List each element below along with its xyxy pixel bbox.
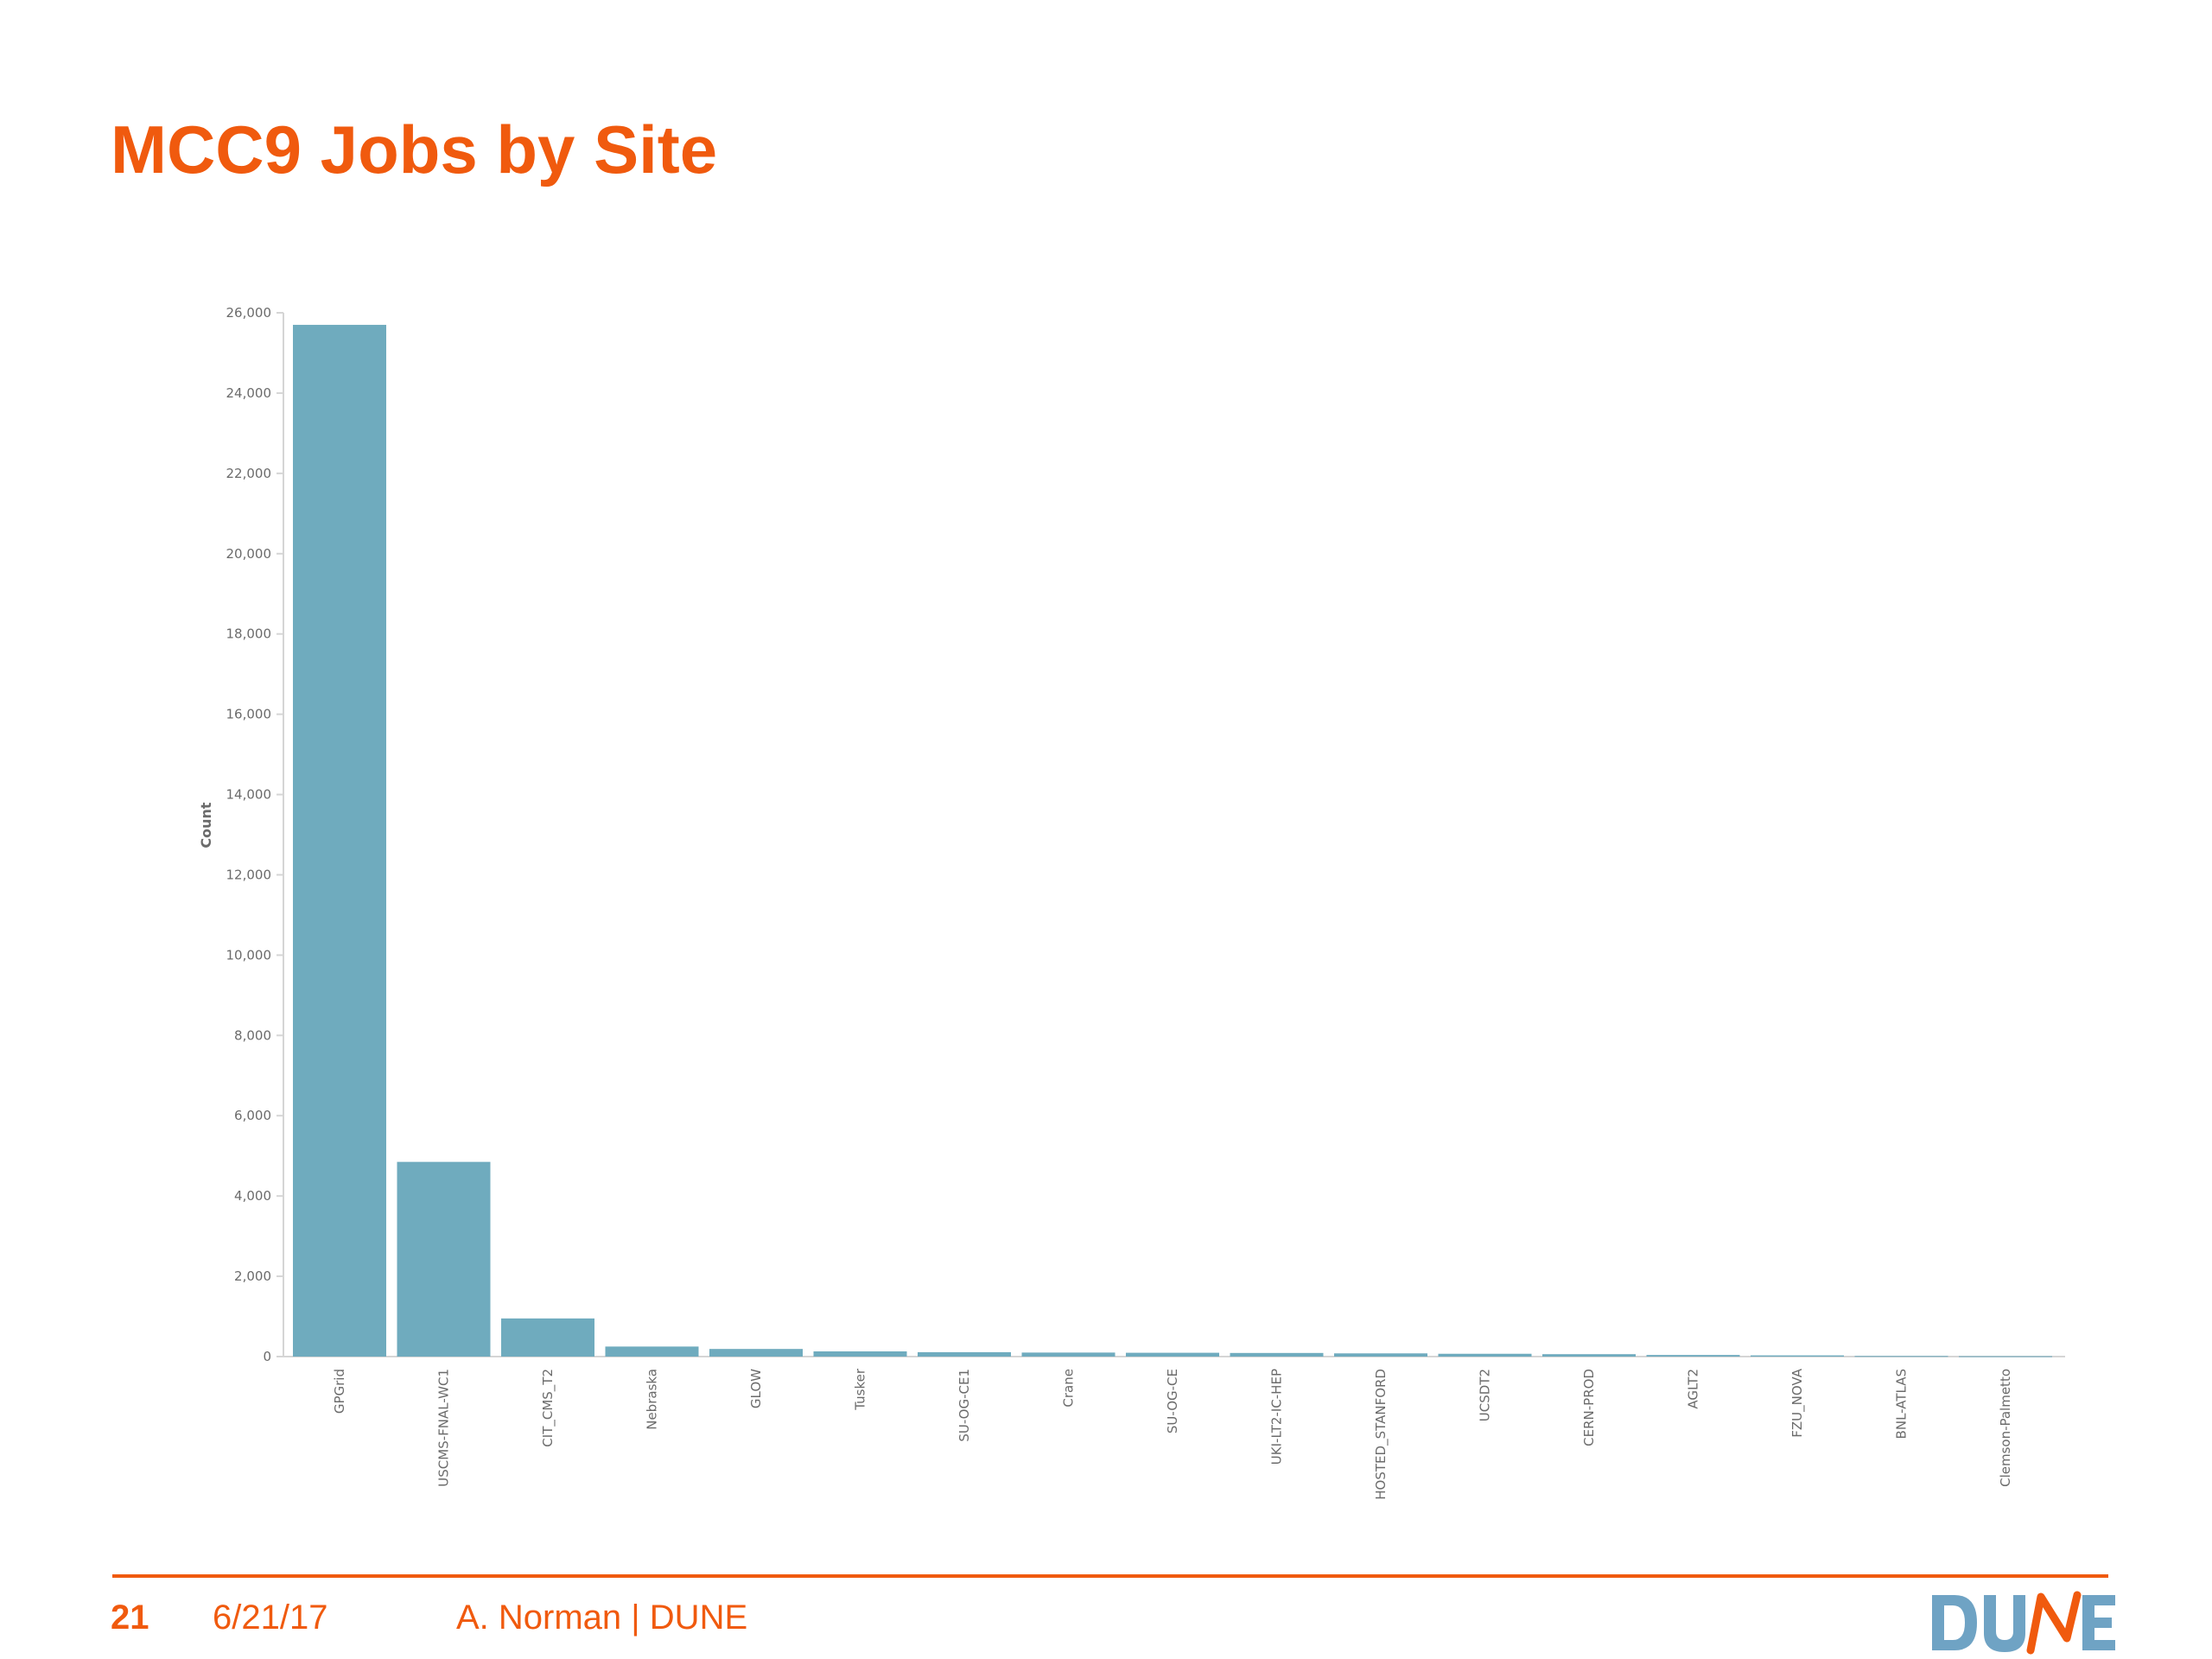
bar-tusker [813, 1351, 907, 1357]
x-tick-label: Clemson-Palmetto [1998, 1369, 2013, 1487]
bars [293, 324, 2052, 1357]
x-tick-label: GPGrid [332, 1369, 347, 1414]
bar-fzu-nova [1751, 1355, 1844, 1357]
y-tick-label: 20,000 [226, 546, 272, 562]
bar-hosted-stanford [1334, 1353, 1427, 1357]
bar-bnl-atlas [1854, 1356, 1948, 1357]
x-tick-label: Tusker [853, 1368, 868, 1411]
bar-uki-lt2-ic-hep [1230, 1352, 1324, 1357]
y-tick-label: 12,000 [226, 867, 272, 882]
bar-chart: 0 2,000 4,000 6,000 8,000 10,000 12,000 14,000 1… [198, 305, 2065, 1500]
y-tick-label: 14,000 [226, 787, 272, 803]
x-tick-label: BNL-ATLAS [1894, 1369, 1910, 1439]
bar-su-og-ce [1126, 1352, 1219, 1357]
y-axis-label: Count [198, 802, 214, 849]
bar-su-og-ce1 [918, 1351, 1011, 1357]
x-tick-label: SU-OG-CE1 [957, 1369, 972, 1442]
bar-cern-prod [1542, 1354, 1636, 1357]
y-tick-label: 6,000 [234, 1108, 271, 1123]
bar-gpgrid [293, 324, 386, 1357]
y-tick-label: 2,000 [234, 1268, 271, 1284]
x-tick-label: GLOW [748, 1369, 764, 1408]
y-tick-label: 4,000 [234, 1188, 271, 1204]
bar-crane [1021, 1352, 1116, 1357]
footer-author: A. Norman | DUNE [456, 1599, 748, 1637]
x-tick-label: Nebraska [645, 1369, 660, 1430]
bar-uscms-fnal-wc1 [397, 1161, 491, 1357]
page-number: 21 [111, 1599, 149, 1637]
y-tick-label: 22,000 [226, 466, 272, 481]
x-tick-label: CERN-PROD [1581, 1369, 1597, 1446]
bar-glow [709, 1349, 803, 1357]
bar-cit-cms-t2 [501, 1318, 594, 1357]
y-tick-label: 24,000 [226, 385, 272, 401]
y-tick-label: 26,000 [226, 305, 272, 321]
bar-nebraska [605, 1346, 699, 1357]
x-tick-label: UKI-LT2-IC-HEP [1269, 1369, 1285, 1465]
x-tick-label: AGLT2 [1686, 1369, 1701, 1409]
x-tick-label: USCMS-FNAL-WC1 [436, 1369, 452, 1487]
footer-date: 6/21/17 [213, 1599, 328, 1637]
x-tick-label: Crane [1061, 1369, 1077, 1408]
x-tick-label: FZU_NOVA [1789, 1368, 1806, 1437]
x-axis-labels: GPGrid USCMS-FNAL-WC1 CIT_CMS_T2 Nebraska GL… [332, 1368, 2013, 1500]
y-tick-label: 8,000 [234, 1027, 271, 1043]
y-tick-label: 18,000 [226, 626, 272, 642]
y-tick-label: 16,000 [226, 707, 272, 722]
bar-aglt2 [1646, 1355, 1740, 1357]
dune-logo [1932, 1591, 2115, 1655]
x-tick-label: HOSTED_STANFORD [1373, 1369, 1389, 1500]
footer-divider [112, 1574, 2108, 1578]
y-tick-label: 10,000 [226, 947, 272, 963]
y-axis: 0 2,000 4,000 6,000 8,000 10,000 12,000 14,000 1… [226, 305, 2065, 1364]
x-tick-label: SU-OG-CE [1165, 1369, 1180, 1433]
x-tick-label: UCSDT2 [1478, 1369, 1493, 1421]
slide-title: MCC9 Jobs by Site [111, 111, 718, 188]
bar-ucsdt2 [1438, 1353, 1532, 1357]
x-tick-label: CIT_CMS_T2 [540, 1369, 556, 1447]
y-tick-label: 0 [263, 1349, 271, 1364]
